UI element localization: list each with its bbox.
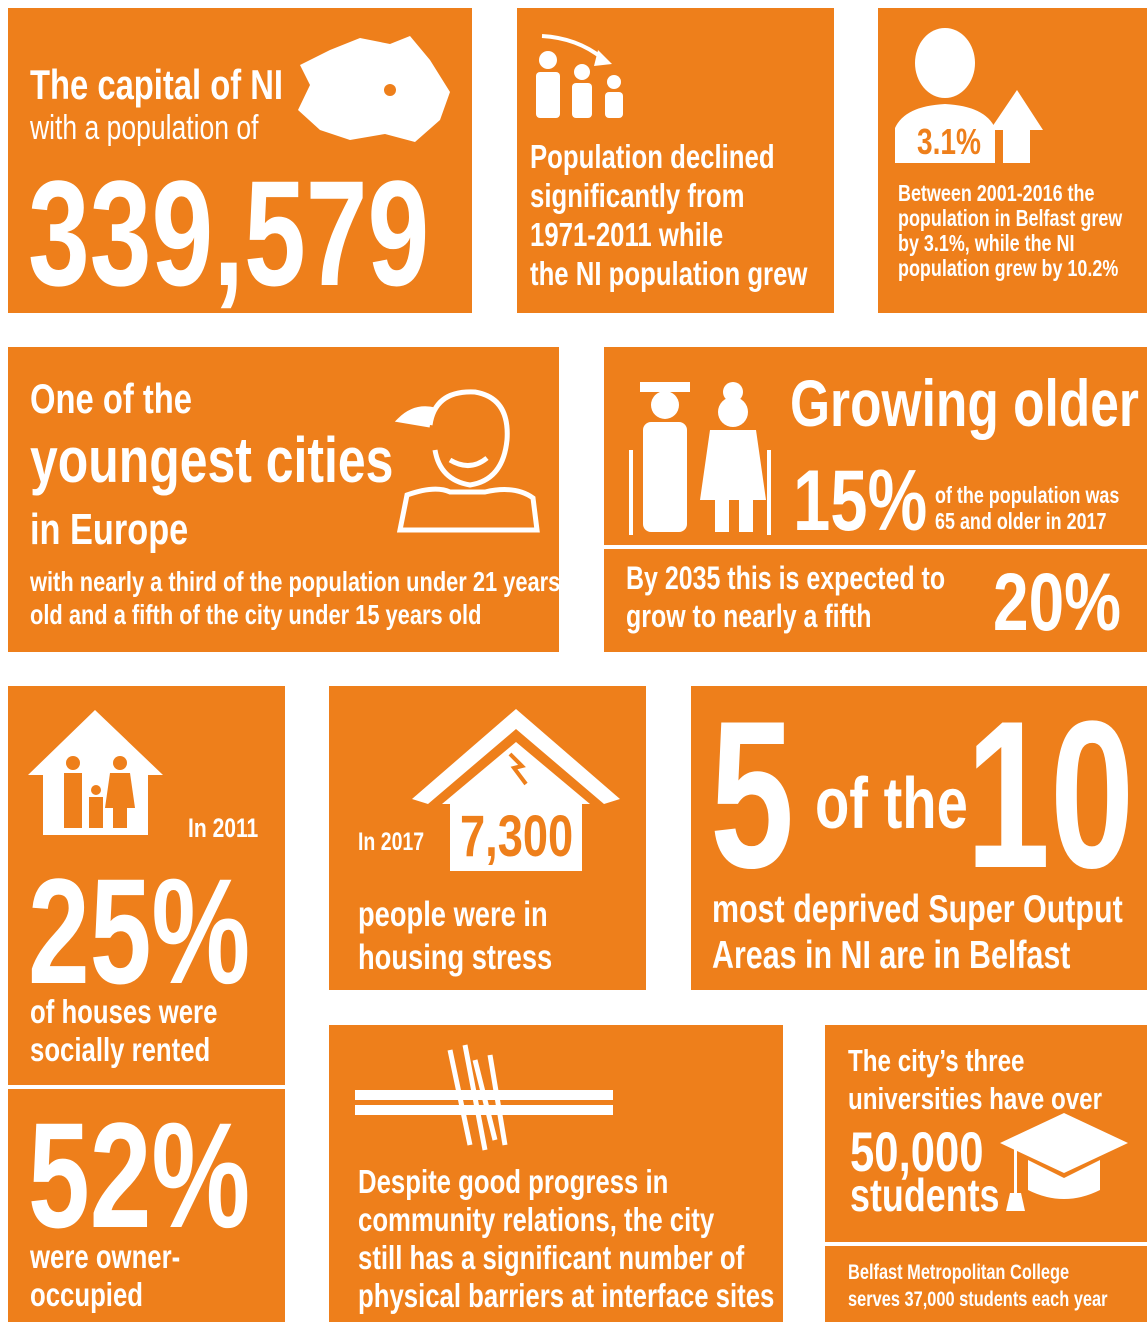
- text-line: serves 37,000 students each year: [848, 1288, 1108, 1311]
- divider: [825, 1242, 1147, 1246]
- unit: students: [850, 1169, 1000, 1221]
- figure: 15%: [793, 453, 928, 549]
- tail: in Europe: [30, 505, 189, 554]
- text-line: Areas in NI are in Belfast: [712, 934, 1071, 977]
- panel: [329, 1025, 783, 1322]
- text-line: community relations, the city: [358, 1201, 715, 1238]
- title: The capital of NI: [30, 61, 284, 108]
- title: Growing older: [790, 366, 1139, 440]
- figure: 7,300: [460, 804, 574, 869]
- house-stress-icon: [412, 709, 620, 871]
- text-line: old and a fifth of the city under 15 yea…: [30, 599, 482, 630]
- barbed-wire-icon: [355, 1044, 613, 1151]
- text-line: the NI population grew: [530, 255, 808, 292]
- panel: [691, 686, 1147, 990]
- figure: 3.1%: [917, 121, 982, 162]
- person-growth-icon: [895, 28, 1043, 163]
- people-decline-icon: [536, 34, 623, 118]
- text-line: By 2035 this is expected to: [626, 560, 946, 596]
- lead: One of the: [30, 375, 192, 422]
- text-line: universities have over: [848, 1081, 1103, 1116]
- figure: 10: [966, 677, 1135, 912]
- text-line: population grew by 10.2%: [898, 255, 1119, 281]
- subtitle: with a population of: [30, 109, 259, 147]
- text-line: housing stress: [358, 938, 553, 977]
- divider: [604, 545, 1147, 549]
- figure: 25%: [28, 847, 251, 1015]
- text-line: by 3.1%, while the NI: [898, 230, 1075, 256]
- text-line: occupied: [30, 1276, 143, 1313]
- headline: youngest cities: [30, 424, 394, 496]
- figure: 20%: [993, 557, 1122, 648]
- text-line: physical barriers at interface sites: [358, 1277, 775, 1314]
- text-line: with nearly a third of the population un…: [30, 566, 561, 597]
- text-line: of houses were: [30, 993, 218, 1030]
- text-line: of the population was: [935, 482, 1120, 508]
- elderly-couple-icon: [629, 382, 771, 535]
- text-line: most deprived Super Output: [712, 888, 1123, 931]
- figure: 339,579: [28, 149, 430, 317]
- text-line: Population declined: [530, 138, 775, 175]
- text-line: 65 and older in 2017: [935, 508, 1107, 534]
- figure: 52%: [28, 1091, 251, 1259]
- panel: [8, 347, 559, 652]
- ni-map-icon: [298, 36, 450, 142]
- text-line: socially rented: [30, 1031, 211, 1068]
- text-line: still has a significant number of: [358, 1239, 745, 1276]
- text-line: Despite good progress in: [358, 1163, 669, 1200]
- text: of the: [815, 764, 968, 844]
- panel: [517, 8, 834, 313]
- text-line: population in Belfast grew: [898, 205, 1123, 231]
- text-line: The city’s three: [848, 1043, 1025, 1078]
- graduation-cap-icon: [1000, 1113, 1128, 1211]
- text-line: people were in: [358, 895, 548, 934]
- text-line: Between 2001-2016 the: [898, 180, 1095, 206]
- figure: 5: [710, 677, 795, 912]
- text-line: were owner-: [30, 1238, 181, 1275]
- family-house-icon: [28, 710, 163, 835]
- text-line: 1971-2011 while: [530, 216, 724, 253]
- text-line: Belfast Metropolitan College: [848, 1261, 1070, 1284]
- divider: [8, 1085, 285, 1089]
- young-person-icon: [394, 389, 540, 533]
- text-line: significantly from: [530, 177, 745, 214]
- year: In 2011: [188, 813, 259, 843]
- panel: [604, 347, 1147, 652]
- text-line: grow to nearly a fifth: [626, 598, 872, 634]
- figure: 50,000: [850, 1120, 984, 1183]
- year: In 2017: [358, 828, 425, 856]
